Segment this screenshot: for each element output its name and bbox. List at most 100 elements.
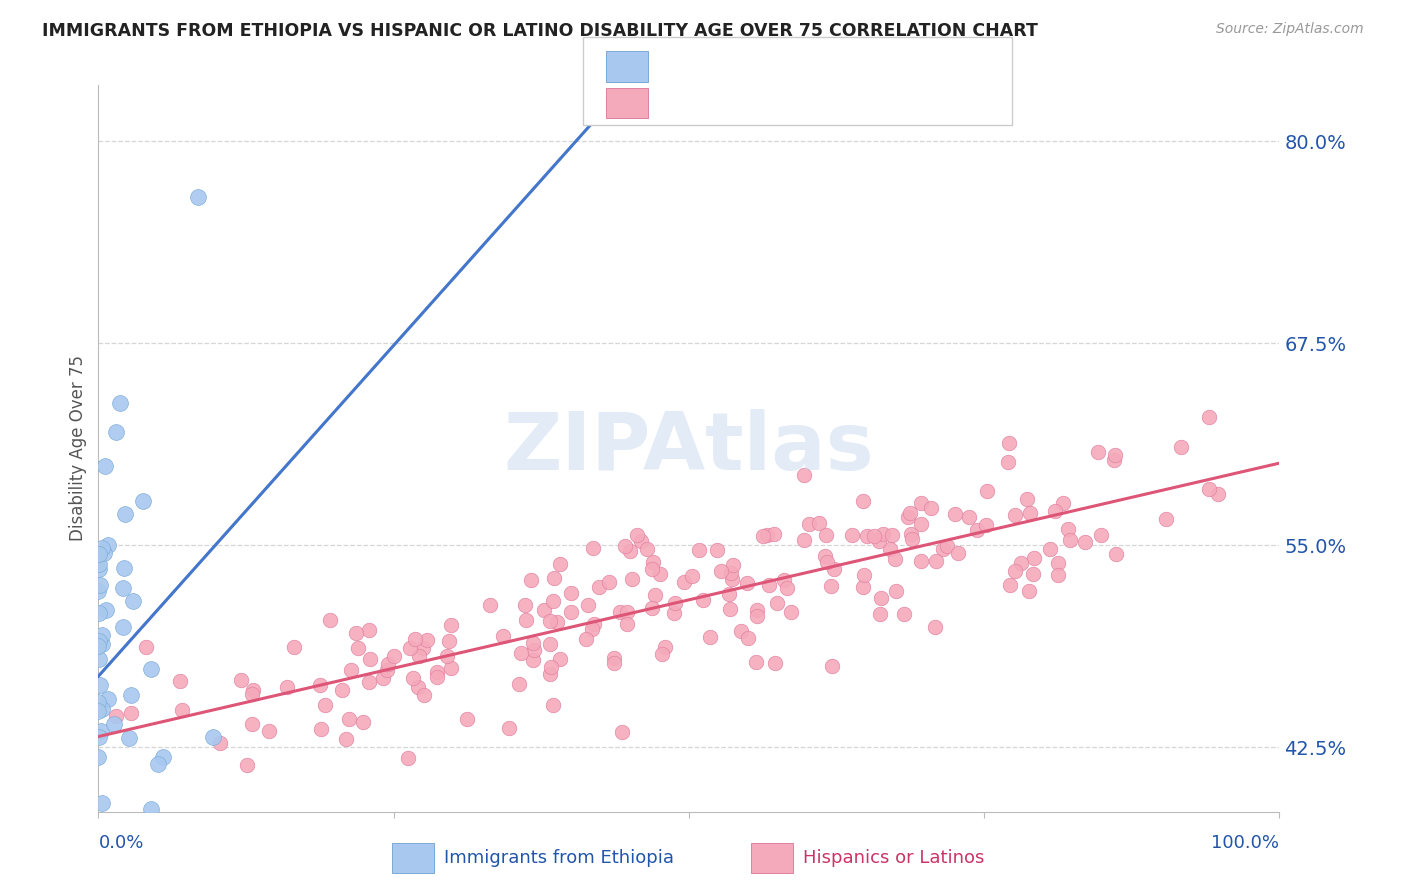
Point bbox=[344, 626, 367, 640]
Point bbox=[408, 649, 430, 664]
Point bbox=[87, 750, 110, 764]
Point bbox=[957, 510, 980, 524]
Text: N =: N = bbox=[768, 94, 807, 112]
Point bbox=[97, 862, 120, 876]
Point bbox=[510, 646, 533, 660]
Point bbox=[692, 593, 714, 607]
Point bbox=[396, 750, 419, 764]
Point bbox=[97, 538, 120, 552]
Point bbox=[1022, 550, 1045, 565]
Point bbox=[371, 671, 394, 685]
Point bbox=[856, 529, 879, 543]
Point bbox=[135, 640, 157, 655]
Point bbox=[799, 517, 821, 532]
Point bbox=[257, 724, 280, 739]
Point bbox=[717, 587, 740, 601]
Point bbox=[96, 603, 118, 617]
Text: Hispanics or Latinos: Hispanics or Latinos bbox=[803, 849, 984, 867]
Point bbox=[242, 682, 264, 697]
Point bbox=[90, 723, 112, 738]
Point bbox=[1022, 567, 1045, 582]
Point bbox=[852, 580, 875, 594]
Point bbox=[89, 562, 111, 576]
Point bbox=[560, 586, 582, 600]
Point bbox=[87, 704, 110, 718]
Point bbox=[498, 721, 520, 735]
Point bbox=[543, 698, 565, 712]
Point bbox=[1198, 410, 1220, 425]
Text: IMMIGRANTS FROM ETHIOPIA VS HISPANIC OR LATINO DISABILITY AGE OVER 75 CORRELATIO: IMMIGRANTS FROM ETHIOPIA VS HISPANIC OR … bbox=[42, 22, 1038, 40]
Point bbox=[763, 656, 786, 670]
Point bbox=[884, 584, 907, 599]
Point bbox=[936, 539, 959, 553]
Point bbox=[868, 533, 890, 548]
Point bbox=[229, 673, 252, 687]
Point bbox=[97, 692, 120, 706]
Point bbox=[1090, 528, 1112, 542]
Point bbox=[276, 681, 298, 695]
Point bbox=[641, 600, 664, 615]
Point bbox=[89, 730, 111, 744]
Point bbox=[1154, 512, 1177, 526]
Point bbox=[377, 663, 399, 677]
Point bbox=[240, 687, 263, 701]
Point bbox=[776, 582, 799, 596]
Point bbox=[202, 730, 225, 744]
Point bbox=[870, 591, 893, 605]
Point bbox=[648, 567, 671, 582]
Point bbox=[122, 593, 145, 607]
Point bbox=[456, 712, 478, 726]
Point bbox=[548, 558, 571, 572]
Point bbox=[745, 656, 768, 670]
Point bbox=[112, 581, 135, 595]
Point bbox=[974, 518, 997, 533]
Text: 100.0%: 100.0% bbox=[1212, 833, 1279, 852]
Point bbox=[91, 796, 114, 810]
Point bbox=[148, 756, 170, 771]
Point bbox=[644, 588, 666, 602]
Point bbox=[672, 574, 695, 589]
Point bbox=[998, 578, 1021, 592]
Point bbox=[619, 543, 641, 558]
Point bbox=[89, 862, 111, 876]
Point bbox=[1046, 568, 1069, 582]
Point bbox=[900, 526, 922, 541]
Point bbox=[404, 632, 426, 646]
Point bbox=[614, 539, 637, 553]
Text: 0.158: 0.158 bbox=[700, 56, 758, 75]
Point bbox=[187, 190, 209, 204]
Point bbox=[538, 614, 561, 628]
Point bbox=[515, 613, 537, 627]
Point bbox=[412, 640, 434, 655]
Point bbox=[815, 555, 838, 569]
Point bbox=[758, 578, 780, 592]
Point bbox=[105, 709, 128, 723]
Point bbox=[240, 717, 263, 731]
Point bbox=[314, 698, 336, 713]
Point bbox=[1010, 556, 1032, 570]
Point bbox=[815, 528, 838, 542]
Point bbox=[793, 467, 815, 482]
Point bbox=[111, 620, 134, 634]
Point bbox=[406, 681, 429, 695]
Point bbox=[169, 674, 191, 689]
Point bbox=[1015, 492, 1038, 507]
Text: ZIPAtlas: ZIPAtlas bbox=[503, 409, 875, 487]
Point bbox=[603, 650, 626, 665]
Point bbox=[1087, 445, 1109, 459]
Point bbox=[616, 605, 638, 619]
Point bbox=[91, 874, 114, 888]
Point bbox=[533, 603, 555, 617]
Point bbox=[610, 725, 633, 739]
Point bbox=[89, 547, 111, 561]
Point bbox=[966, 524, 988, 538]
Point bbox=[681, 568, 703, 582]
Point bbox=[946, 547, 969, 561]
Point bbox=[170, 703, 193, 717]
Point bbox=[1104, 453, 1126, 467]
Point bbox=[139, 662, 162, 676]
Point bbox=[309, 722, 332, 736]
Point bbox=[87, 634, 110, 648]
Point bbox=[1004, 508, 1026, 522]
Point bbox=[330, 683, 353, 698]
